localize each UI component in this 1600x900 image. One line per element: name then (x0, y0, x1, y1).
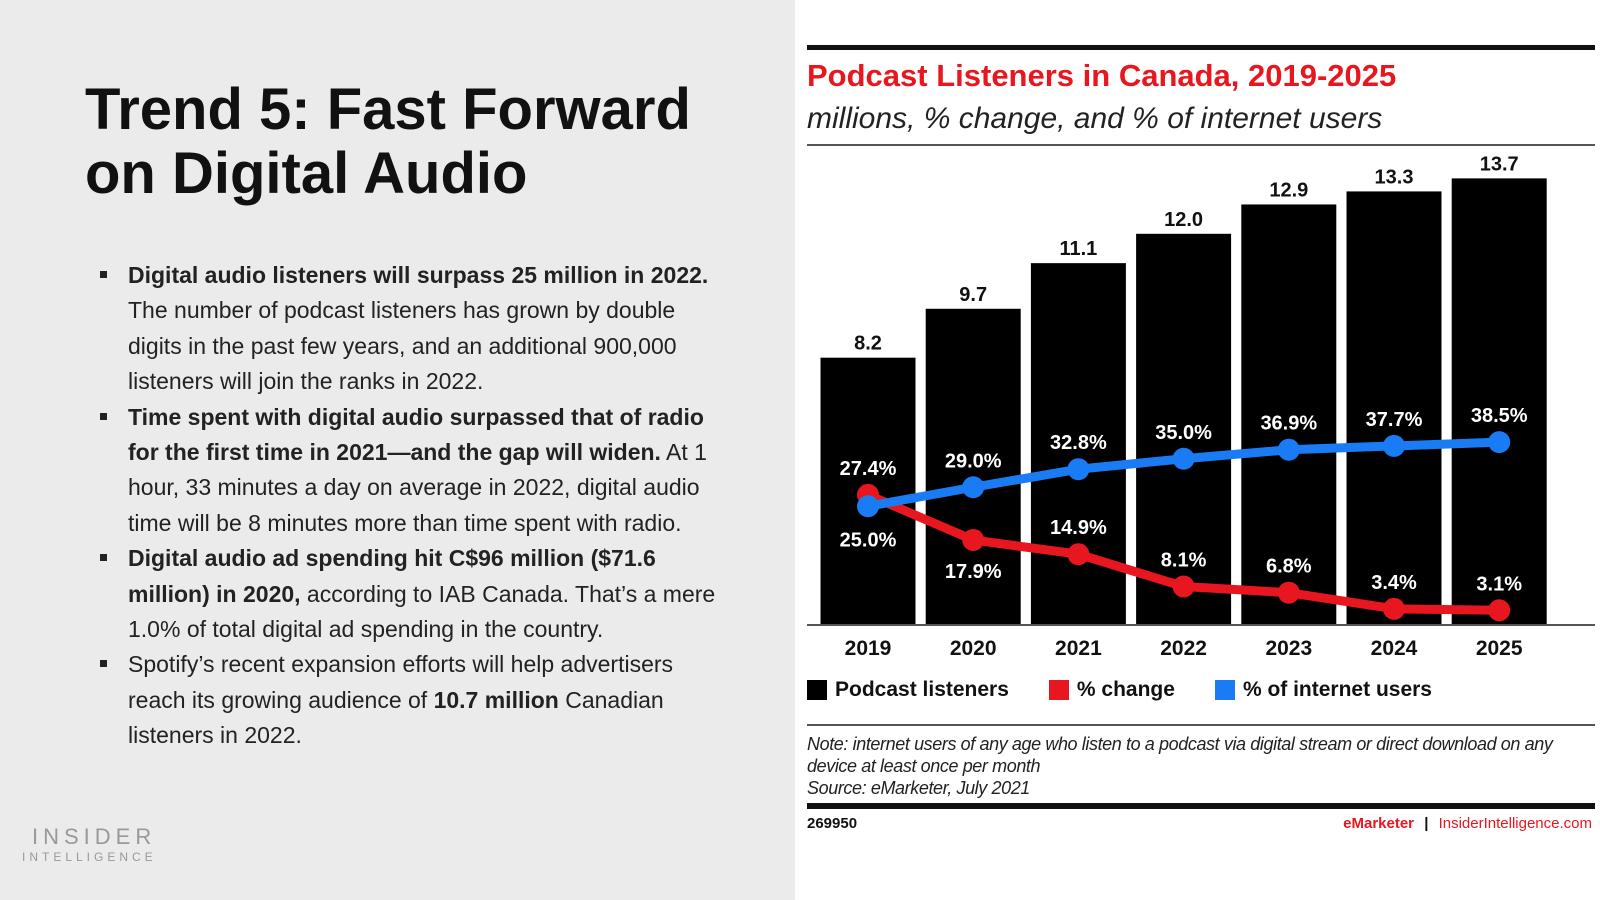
pct-change-data-label: 3.1% (1476, 573, 1522, 595)
bullet-item: Digital audio listeners will surpass 25 … (98, 258, 728, 400)
bar-label: 11.1 (1059, 238, 1097, 260)
bar-2023 (1241, 204, 1337, 625)
pct-internet-users-data-label: 25.0% (840, 529, 897, 551)
bar-label: 13.7 (1480, 153, 1519, 175)
pct-internet-users-point (1172, 447, 1195, 470)
x-tick-label: 2025 (1476, 637, 1523, 660)
bullet-bold: Digital audio ad spending hit C$96 milli… (128, 545, 656, 607)
bar-label: 12.0 (1164, 209, 1203, 231)
legend-swatch (807, 680, 827, 700)
logo-line2: INTELLIGENCE (22, 850, 157, 864)
bullet-bold: Time spent with digital audio surpassed … (128, 403, 704, 466)
bar-2022 (1136, 233, 1232, 626)
bar-2024 (1346, 191, 1442, 626)
pct-internet-users-point (962, 476, 985, 499)
top-rule (807, 45, 1595, 50)
slide-title: Trend 5: Fast Forward on Digital Audio (85, 77, 691, 206)
footer-row: 269950 eMarketer | InsiderIntelligence.c… (807, 809, 1595, 832)
pct-change-data-label: 6.8% (1266, 556, 1312, 578)
bar-label: 13.3 (1375, 166, 1414, 188)
x-tick-label: 2019 (845, 637, 892, 660)
x-tick-label: 2024 (1371, 637, 1418, 660)
pct-change-point (1172, 575, 1195, 598)
chart-note: Note: internet users of any age who list… (807, 726, 1595, 803)
pct-change-data-label: 17.9% (945, 561, 1002, 583)
legend-item: % of internet users (1214, 678, 1432, 702)
legend-item: Podcast listeners (807, 678, 1009, 702)
pct-change-point (1277, 581, 1300, 604)
pct-change-data-label: 3.4% (1371, 572, 1417, 594)
legend-item: % change (1048, 678, 1175, 702)
bullet-text: Canadian listeners in 2022. (128, 686, 664, 749)
footer-separator: | (1424, 815, 1429, 832)
legend-swatch (1048, 680, 1069, 700)
x-tick-label: 2022 (1160, 637, 1207, 660)
bullet-text: At 1 hour, 33 minutes a day on average i… (128, 439, 707, 536)
pct-internet-users-data-label: 38.5% (1471, 405, 1528, 427)
bullet-text: according to IAB Canada. That’s a mere 1… (128, 580, 716, 643)
legend-label: % of internet users (1242, 678, 1432, 701)
pct-change-data-label: 27.4% (840, 458, 897, 480)
legend: Podcast listeners % change % of internet… (807, 678, 1472, 702)
note-text: Note: internet users of any age who list… (807, 734, 1553, 776)
chart-panel: Podcast Listeners in Canada, 2019-2025 m… (795, 0, 1600, 900)
legend-label: Podcast listeners (835, 678, 1009, 701)
bullet-item: Digital audio ad spending hit C$96 milli… (98, 541, 728, 647)
note-rule (807, 724, 1595, 726)
footer-brand: eMarketer (1343, 815, 1415, 832)
insider-intelligence-logo: INSIDER INTELLIGENCE (22, 824, 157, 864)
bar-label: 12.9 (1269, 179, 1308, 201)
pct-change-point (1383, 597, 1405, 620)
bullet-text: The number of podcast listeners has grow… (128, 297, 677, 395)
pct-internet-users-data-label: 37.7% (1366, 409, 1423, 431)
chart-svg: 8.2 2019 9.7 2020 11.1 2021 12.0 2022 12.9 2023 13… (807, 153, 1595, 660)
logo-line1: INSIDER (32, 824, 157, 849)
footer-site-link[interactable]: InsiderIntelligence.com (1438, 815, 1592, 832)
x-tick-label: 2020 (950, 637, 997, 660)
bar-2025 (1451, 178, 1547, 625)
bullet-text: Spotify’s recent expansion efforts will … (128, 651, 674, 713)
pct-internet-users-data-label: 36.9% (1260, 413, 1317, 435)
bar-label: 9.7 (959, 284, 987, 306)
x-tick-label: 2021 (1055, 637, 1102, 660)
pct-internet-users-point (1383, 434, 1405, 457)
pct-change-data-label: 14.9% (1050, 517, 1107, 539)
x-tick-label: 2023 (1265, 637, 1312, 660)
chart-subtitle: millions, % change, and % of internet us… (807, 102, 1383, 135)
pct-internet-users-point (1277, 438, 1300, 461)
legend-swatch (1214, 680, 1235, 700)
legend-label: % change (1076, 678, 1175, 701)
pct-internet-users-data-label: 35.0% (1155, 422, 1212, 444)
source-text: Source: eMarketer, July 2021 (807, 778, 1030, 798)
bullet-bold: 10.7 million (433, 686, 559, 713)
bullet-bold: Digital audio listeners will surpass 25 … (128, 262, 709, 288)
footer-rule (807, 803, 1595, 809)
chart-title: Podcast Listeners in Canada, 2019-2025 (807, 58, 1397, 93)
pct-internet-users-point (1488, 431, 1511, 454)
bar-2020 (925, 308, 1021, 625)
pct-internet-users-point (857, 495, 879, 518)
slide-text-panel: Trend 5: Fast Forward on Digital Audio D… (0, 0, 795, 900)
footer-source: eMarketer | InsiderIntelligence.com (1343, 815, 1595, 832)
bullet-list: Digital audio listeners will surpass 25 … (98, 258, 728, 754)
bar-label: 8.2 (854, 333, 882, 355)
pct-internet-users-data-label: 29.0% (945, 450, 1002, 472)
chart-id: 269950 (807, 815, 858, 832)
bullet-item: Spotify’s recent expansion efforts will … (98, 647, 728, 753)
pct-change-point (1488, 599, 1511, 622)
pct-internet-users-point (1067, 458, 1090, 481)
chart-footer-area: Note: internet users of any age who list… (807, 724, 1595, 832)
subtitle-rule (807, 144, 1595, 146)
pct-internet-users-data-label: 32.8% (1050, 432, 1107, 454)
pct-change-point (962, 528, 985, 551)
pct-change-point (1067, 543, 1090, 566)
bullet-item: Time spent with digital audio surpassed … (98, 400, 728, 542)
pct-change-data-label: 8.1% (1161, 550, 1207, 572)
